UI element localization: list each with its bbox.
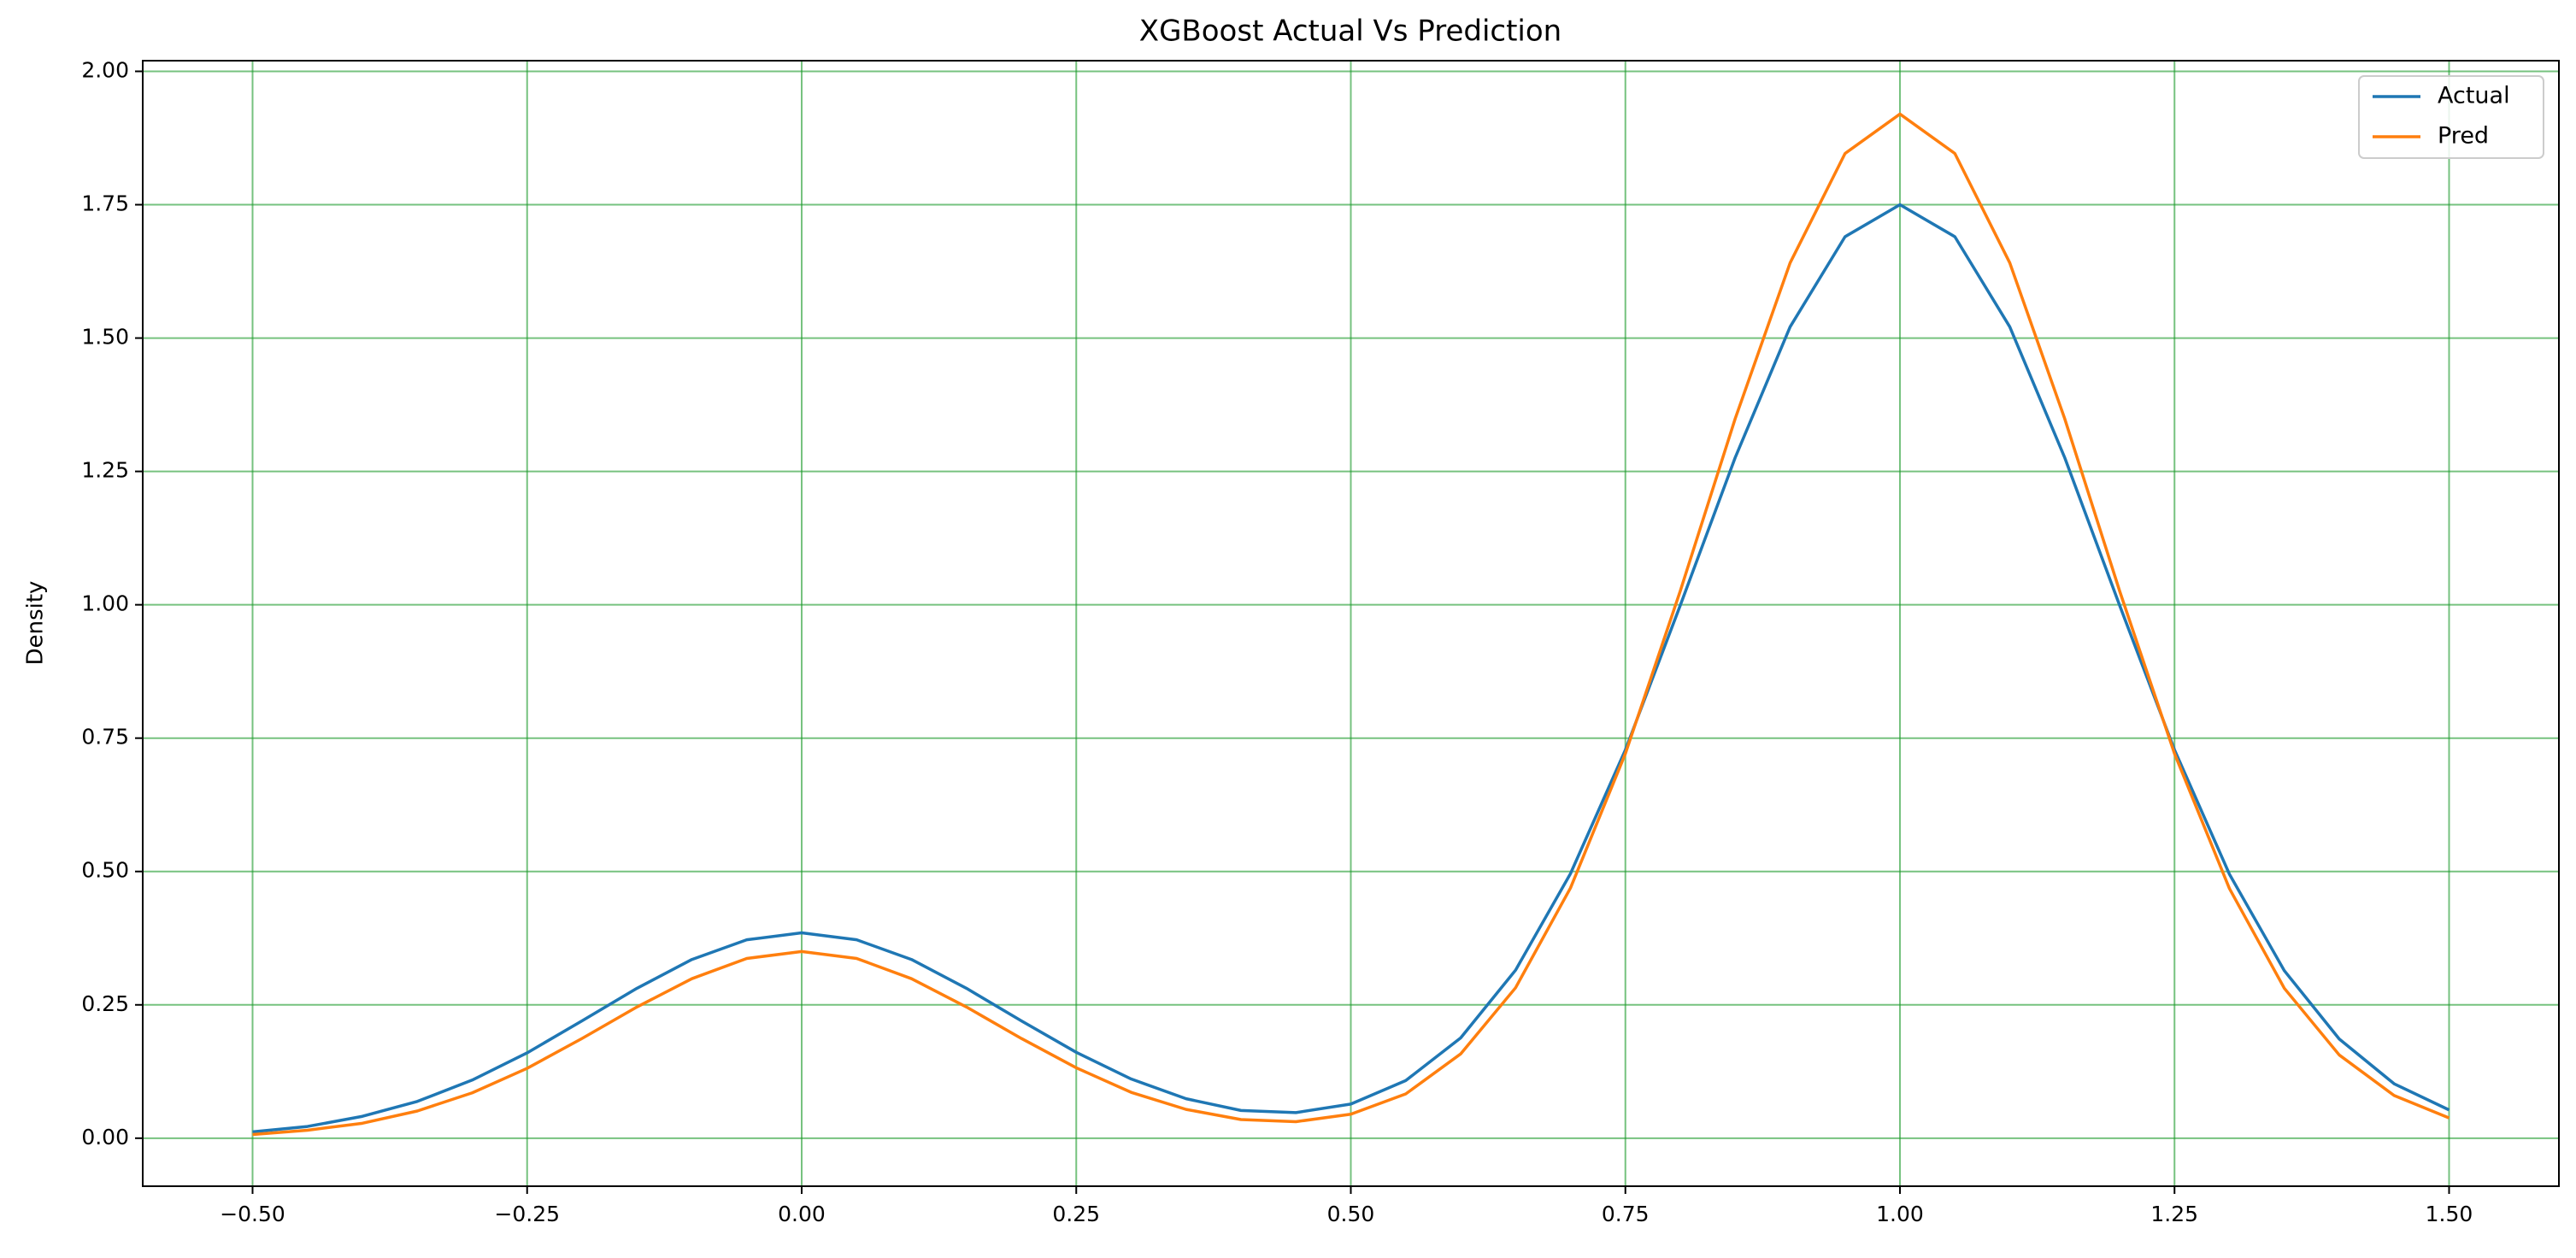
x-tick-label: 0.75 <box>1602 1202 1650 1226</box>
y-tick-label: 0.25 <box>81 991 129 1016</box>
legend-label: Pred <box>2438 123 2489 150</box>
y-tick-label: 1.25 <box>81 458 129 483</box>
y-tick-label: 1.00 <box>81 591 129 616</box>
line-series <box>252 203 2450 1134</box>
x-tick-label: 0.25 <box>1052 1202 1100 1226</box>
y-tick-label: 2.00 <box>81 57 129 82</box>
chart-title: XGBoost Actual Vs Prediction <box>1139 15 1561 49</box>
legend-label: Actual <box>2438 83 2510 109</box>
plot-frame <box>142 60 2560 1187</box>
y-axis-label: Density <box>23 581 49 666</box>
x-tick-label: −0.50 <box>220 1202 285 1226</box>
legend: Actual Pred <box>2358 75 2544 159</box>
y-tick-label: 0.50 <box>81 858 129 883</box>
x-tick-label: 1.25 <box>2150 1202 2198 1226</box>
x-tick-label: 1.50 <box>2426 1202 2473 1226</box>
y-tick-label: 1.50 <box>81 325 129 350</box>
line-series <box>252 112 2450 1137</box>
x-tick-label: 1.00 <box>1876 1202 1924 1226</box>
x-tick-label: 0.00 <box>778 1202 826 1226</box>
y-tick-label: 0.75 <box>81 725 129 750</box>
x-tick-label: 0.50 <box>1327 1202 1375 1226</box>
y-tick-label: 1.75 <box>81 191 129 216</box>
x-tick-label: −0.25 <box>494 1202 560 1226</box>
y-tick-label: 0.00 <box>81 1125 129 1149</box>
